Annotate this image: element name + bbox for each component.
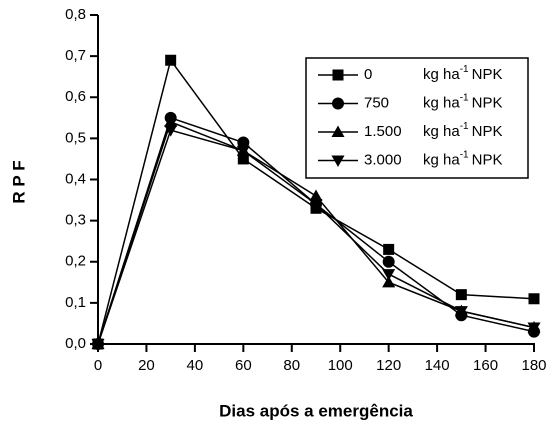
unit-rest: NPK bbox=[472, 94, 503, 111]
marker bbox=[382, 275, 396, 288]
unit-sup: -1 bbox=[460, 64, 469, 75]
y-tick-label: 0,7 bbox=[65, 47, 86, 64]
x-tick-label: 60 bbox=[235, 357, 252, 374]
x-tick-label: 100 bbox=[328, 357, 353, 374]
marker bbox=[309, 199, 323, 211]
unit-sup: -1 bbox=[460, 121, 469, 132]
x-tick-label: 140 bbox=[425, 357, 450, 374]
y-tick-label: 0,1 bbox=[65, 294, 86, 311]
marker bbox=[237, 136, 250, 149]
unit-base: kg ha bbox=[423, 151, 460, 168]
marker bbox=[332, 97, 344, 110]
marker bbox=[528, 293, 540, 305]
marker bbox=[237, 153, 249, 165]
marker bbox=[164, 115, 178, 127]
legend-unit: kg ha-1 NPK bbox=[423, 121, 502, 140]
y-tick-label: 0,0 bbox=[65, 335, 86, 352]
x-tick-label: 180 bbox=[521, 357, 546, 374]
unit-base: kg ha bbox=[423, 94, 460, 111]
y-tick-label: 0,2 bbox=[65, 253, 86, 270]
y-tick-label: 0,6 bbox=[65, 88, 86, 105]
y-axis-label: R P F bbox=[9, 160, 28, 203]
unit-base: kg ha bbox=[423, 66, 460, 83]
marker bbox=[91, 339, 105, 351]
marker bbox=[332, 69, 344, 81]
legend-unit: kg ha-1 NPK bbox=[423, 64, 502, 83]
y-tick-label: 0,3 bbox=[65, 212, 86, 229]
marker bbox=[455, 289, 467, 301]
y-tick-label: 0,4 bbox=[65, 170, 86, 187]
marker bbox=[382, 255, 395, 268]
legend-unit: kg ha-1 NPK bbox=[423, 92, 502, 111]
marker bbox=[331, 155, 345, 167]
legend-label: 1.500 bbox=[364, 123, 402, 140]
unit-sup: -1 bbox=[460, 92, 469, 103]
unit-rest: NPK bbox=[472, 123, 503, 140]
marker bbox=[165, 54, 177, 66]
legend-label: 3.000 bbox=[364, 151, 402, 168]
x-tick-label: 0 bbox=[94, 357, 102, 374]
unit-base: kg ha bbox=[423, 123, 460, 140]
legend-label: 0 bbox=[364, 66, 372, 83]
x-tick-label: 120 bbox=[376, 357, 401, 374]
x-tick-label: 20 bbox=[138, 357, 155, 374]
marker bbox=[454, 306, 468, 318]
marker bbox=[527, 322, 541, 335]
x-tick-label: 40 bbox=[187, 357, 204, 374]
y-tick-label: 0,8 bbox=[65, 6, 86, 23]
y-tick-label: 0,5 bbox=[65, 129, 86, 146]
unit-sup: -1 bbox=[460, 149, 469, 160]
marker bbox=[309, 189, 323, 201]
legend-unit: kg ha-1 NPK bbox=[423, 149, 502, 168]
marker bbox=[164, 125, 178, 137]
marker bbox=[331, 125, 345, 137]
x-axis-label: Dias após a emergência bbox=[219, 401, 413, 420]
unit-rest: NPK bbox=[472, 151, 503, 168]
marker bbox=[236, 145, 250, 158]
unit-rest: NPK bbox=[472, 66, 503, 83]
x-tick-label: 80 bbox=[283, 357, 300, 374]
x-tick-label: 160 bbox=[473, 357, 498, 374]
marker bbox=[383, 243, 395, 255]
legend-label: 750 bbox=[364, 94, 389, 111]
marker bbox=[382, 269, 396, 281]
